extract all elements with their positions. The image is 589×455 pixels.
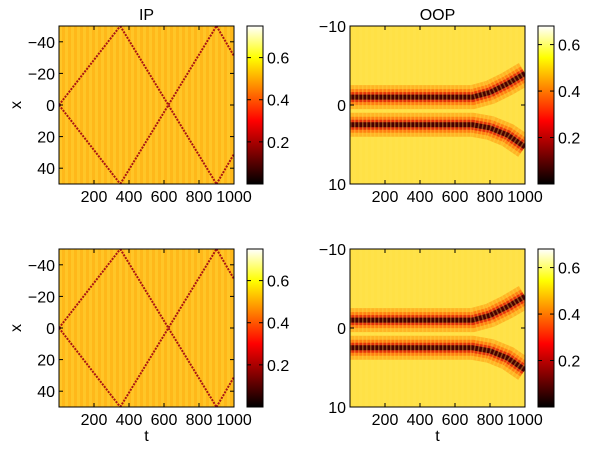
- panel-2: 200 400 600 800 1000 −40 −20 0 20 40 t x 0.2 0.4 0.6: [8, 248, 289, 445]
- band-0-layer-3: [350, 294, 525, 323]
- y-tick-label: 0: [337, 321, 346, 338]
- band-0-comb: [350, 286, 525, 333]
- wave-line-0: [59, 249, 122, 329]
- heatmap-field: [59, 26, 234, 184]
- panel-title: OOP: [420, 7, 456, 24]
- x-tick-label: 1000: [216, 412, 252, 429]
- x-tick-label: 600: [442, 189, 469, 206]
- heatmap-texture: [59, 249, 234, 407]
- y-tick-label: 0: [46, 321, 55, 338]
- y-tick-label: −20: [28, 289, 55, 306]
- colorbar-tick-label: 0.6: [558, 261, 580, 278]
- y-tick-label: 0: [337, 98, 346, 115]
- colorbar-tick-label: 0.2: [267, 358, 289, 375]
- x-tick-label: 200: [372, 189, 399, 206]
- colorbar: [246, 25, 264, 185]
- y-tick-label: 10: [328, 400, 346, 417]
- band-1-comb: [350, 112, 525, 157]
- colorbar: [537, 248, 555, 408]
- x-tick-label: 200: [81, 189, 108, 206]
- heatmap-texture: [59, 26, 234, 184]
- y-tick-label: −10: [319, 242, 346, 259]
- x-tick-label: 200: [81, 412, 108, 429]
- wave-line-1: [59, 327, 122, 407]
- y-tick-label: −40: [28, 35, 55, 52]
- band-1-layer-3: [350, 122, 525, 149]
- x-tick-label: 800: [477, 189, 504, 206]
- wave-line-4: [215, 153, 234, 184]
- panel-1: 200 400 600 800 1000 −10 0 10 OOP 0.2 0.4 0.6: [319, 7, 580, 206]
- x-tick-label: 600: [442, 412, 469, 429]
- band-0-comb: [350, 63, 525, 110]
- y-tick-label: −10: [319, 19, 346, 36]
- colorbar-tick-label: 0.6: [267, 274, 289, 291]
- wave-line-4: [215, 376, 234, 407]
- y-tick-label: 20: [37, 353, 55, 370]
- band-0-layer-3: [350, 71, 525, 100]
- x-tick-label: 800: [186, 189, 213, 206]
- wave-line-3: [119, 249, 218, 407]
- y-tick-label: −20: [28, 66, 55, 83]
- colorbar-tick-label: 0.4: [558, 84, 580, 101]
- x-tick-label: 800: [186, 412, 213, 429]
- colorbar: [246, 248, 264, 408]
- colorbar-tick-label: 0.2: [267, 135, 289, 152]
- y-axis-label: x: [8, 101, 25, 109]
- x-tick-label: 800: [477, 412, 504, 429]
- colorbar-tick-label: 0.6: [267, 51, 289, 68]
- wave-line-1: [59, 104, 122, 184]
- x-axis-label: t: [435, 428, 440, 445]
- x-tick-label: 1000: [507, 189, 543, 206]
- wave-line-5: [215, 249, 234, 280]
- y-tick-label: 40: [37, 384, 55, 401]
- y-tick-label: 0: [46, 98, 55, 115]
- heatmap-field: [350, 249, 525, 407]
- panel-0: 200 400 600 800 1000 −40 −20 0 20 40 IP x 0.2 0.4 0.6: [8, 7, 289, 206]
- x-tick-label: 400: [116, 189, 143, 206]
- x-tick-label: 400: [407, 412, 434, 429]
- panel-3: 200 400 600 800 1000 −10 0 10 t 0.2 0.4 0.6: [319, 242, 580, 445]
- x-tick-label: 600: [151, 412, 178, 429]
- x-tick-label: 400: [407, 189, 434, 206]
- y-tick-label: 40: [37, 161, 55, 178]
- x-tick-label: 600: [151, 189, 178, 206]
- x-tick-label: 1000: [216, 189, 252, 206]
- wave-line-5: [215, 26, 234, 57]
- colorbar-tick-label: 0.4: [267, 93, 289, 110]
- x-axis-label: t: [144, 428, 149, 445]
- colorbar-tick-label: 0.4: [558, 307, 580, 324]
- colorbar-tick-label: 0.6: [558, 38, 580, 55]
- colorbar-tick-label: 0.2: [558, 131, 580, 148]
- wave-line-0: [59, 26, 122, 106]
- x-tick-label: 200: [372, 412, 399, 429]
- wave-line-3: [119, 26, 218, 184]
- panel-title: IP: [139, 7, 154, 24]
- y-axis-label: x: [8, 324, 25, 332]
- y-tick-label: 20: [37, 130, 55, 147]
- wave-line-2: [119, 249, 218, 407]
- colorbar-tick-label: 0.4: [267, 316, 289, 333]
- y-tick-label: 10: [328, 177, 346, 194]
- wave-line-2: [119, 26, 218, 184]
- band-1-layer-3: [350, 345, 525, 372]
- heatmap-field: [59, 249, 234, 407]
- x-tick-label: 400: [116, 412, 143, 429]
- x-tick-label: 1000: [507, 412, 543, 429]
- y-tick-label: −40: [28, 258, 55, 275]
- colorbar: [537, 25, 555, 185]
- heatmap-field: [350, 26, 525, 184]
- colorbar-tick-label: 0.2: [558, 354, 580, 371]
- band-1-comb: [350, 335, 525, 380]
